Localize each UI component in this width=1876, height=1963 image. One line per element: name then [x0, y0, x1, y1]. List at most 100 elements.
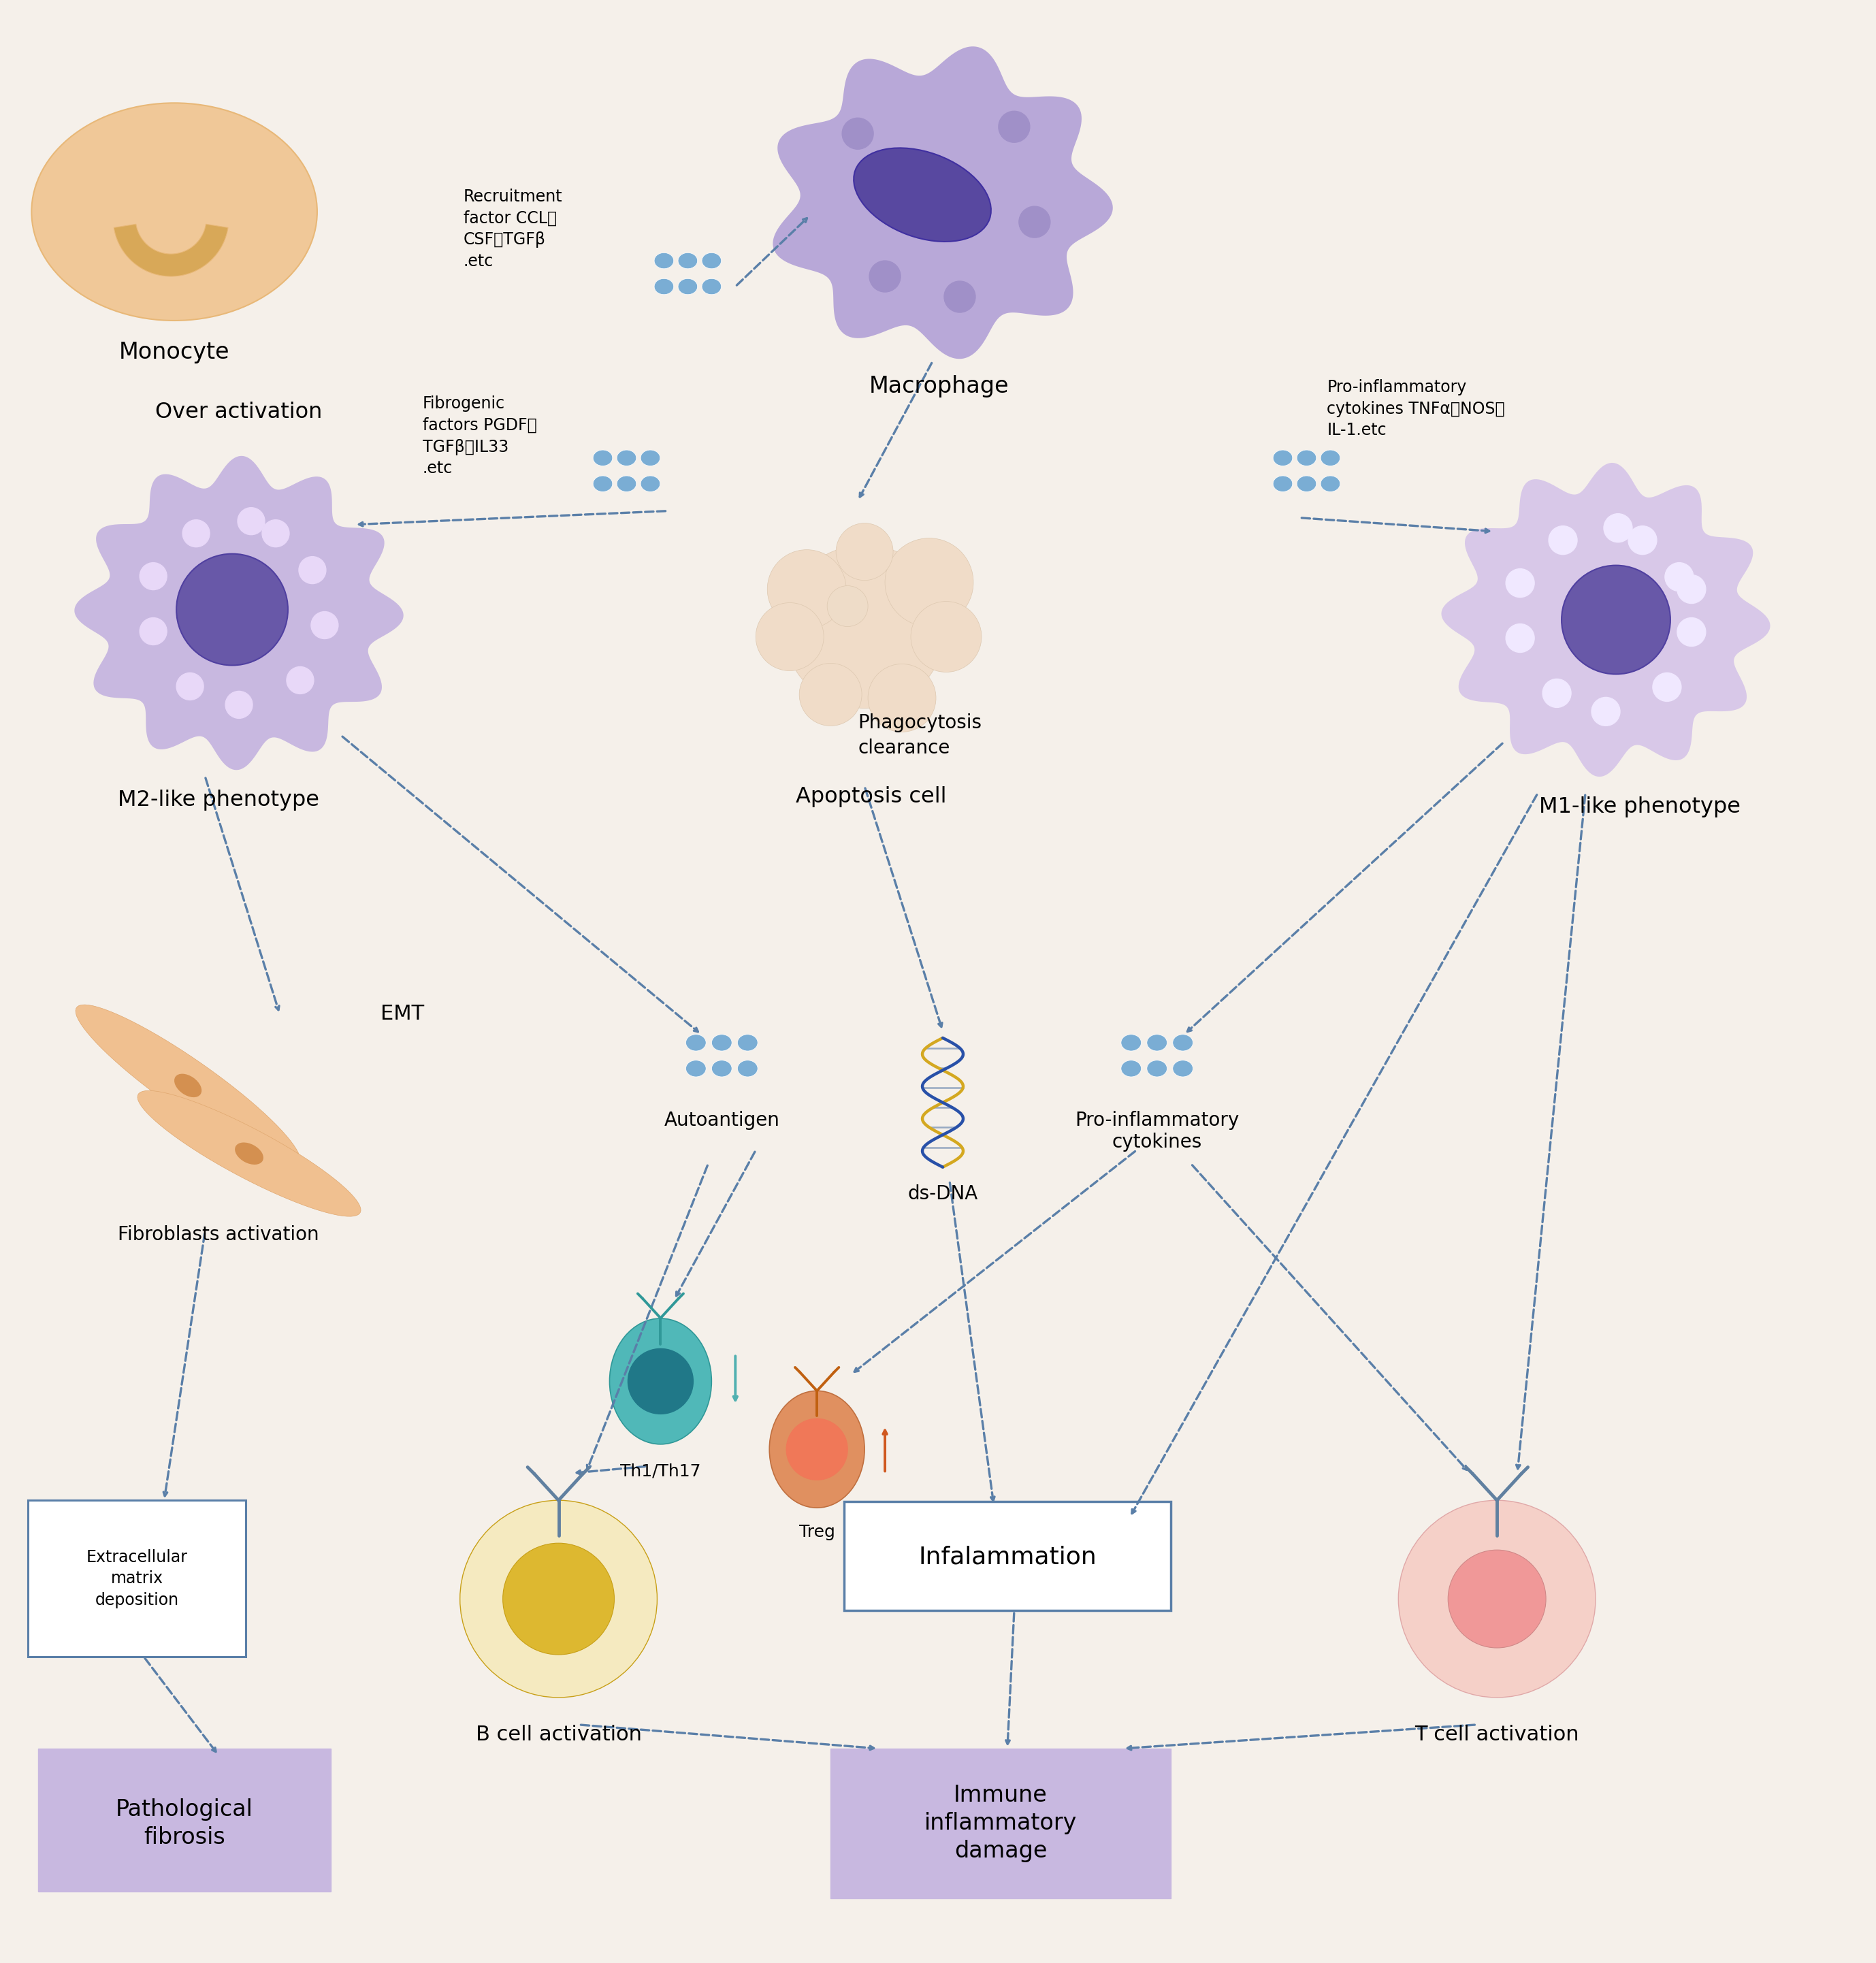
Circle shape: [837, 524, 893, 581]
Ellipse shape: [593, 475, 612, 491]
Text: Recruitment
factor CCL、
CSF、TGFβ
.etc: Recruitment factor CCL、 CSF、TGFβ .etc: [463, 188, 563, 269]
Text: M1-like phenotype: M1-like phenotype: [1538, 797, 1741, 819]
Polygon shape: [75, 1005, 300, 1166]
Ellipse shape: [711, 1060, 732, 1078]
Ellipse shape: [1172, 1060, 1193, 1078]
Circle shape: [1628, 526, 1657, 554]
Polygon shape: [1441, 463, 1771, 777]
Text: Immune
inflammatory
damage: Immune inflammatory damage: [925, 1784, 1077, 1863]
Ellipse shape: [1296, 450, 1317, 465]
Text: Fibroblasts activation: Fibroblasts activation: [118, 1225, 319, 1245]
Circle shape: [869, 261, 900, 292]
Circle shape: [139, 618, 167, 646]
FancyBboxPatch shape: [28, 1500, 246, 1657]
Circle shape: [1664, 563, 1694, 591]
Circle shape: [1542, 679, 1570, 707]
Circle shape: [311, 612, 338, 638]
Text: B cell activation: B cell activation: [475, 1725, 642, 1745]
Text: ds-DNA: ds-DNA: [908, 1184, 977, 1203]
Text: Macrophage: Macrophage: [869, 375, 1009, 397]
Ellipse shape: [1321, 475, 1339, 491]
Circle shape: [263, 520, 289, 548]
Ellipse shape: [737, 1035, 758, 1050]
Text: T cell activation: T cell activation: [1415, 1725, 1580, 1745]
Ellipse shape: [610, 1319, 711, 1445]
Circle shape: [998, 112, 1030, 143]
Circle shape: [503, 1543, 613, 1655]
Circle shape: [176, 673, 204, 701]
Text: Extracellular
matrix
deposition: Extracellular matrix deposition: [86, 1549, 188, 1608]
Ellipse shape: [854, 147, 991, 241]
Text: Phagocytosis
clearance: Phagocytosis clearance: [857, 713, 981, 758]
Ellipse shape: [174, 1074, 201, 1097]
Circle shape: [1019, 206, 1051, 238]
Circle shape: [1591, 697, 1621, 726]
Text: M2-like phenotype: M2-like phenotype: [118, 789, 319, 811]
Text: Apoptosis cell: Apoptosis cell: [795, 787, 947, 807]
Circle shape: [176, 554, 287, 665]
Circle shape: [1448, 1551, 1546, 1647]
FancyBboxPatch shape: [38, 1749, 330, 1890]
Circle shape: [912, 601, 981, 671]
Ellipse shape: [711, 1035, 732, 1050]
Circle shape: [1506, 624, 1535, 652]
Ellipse shape: [677, 279, 698, 294]
Ellipse shape: [677, 253, 698, 269]
Ellipse shape: [655, 253, 673, 269]
Circle shape: [298, 557, 326, 583]
Circle shape: [139, 563, 167, 589]
Ellipse shape: [1146, 1060, 1167, 1078]
Ellipse shape: [737, 1060, 758, 1078]
Text: Pro-inflammatory
cytokines: Pro-inflammatory cytokines: [1075, 1111, 1238, 1152]
Circle shape: [827, 585, 869, 626]
Ellipse shape: [1146, 1035, 1167, 1050]
Circle shape: [767, 550, 846, 628]
Ellipse shape: [617, 450, 636, 465]
Polygon shape: [773, 47, 1112, 359]
Ellipse shape: [1274, 450, 1293, 465]
Polygon shape: [114, 224, 229, 277]
Ellipse shape: [640, 475, 660, 491]
Ellipse shape: [593, 450, 612, 465]
Circle shape: [1550, 526, 1578, 554]
Ellipse shape: [769, 1392, 865, 1508]
Text: Treg: Treg: [799, 1523, 835, 1541]
Circle shape: [1398, 1500, 1596, 1698]
Ellipse shape: [1122, 1060, 1141, 1078]
Polygon shape: [137, 1091, 360, 1217]
Circle shape: [238, 508, 265, 534]
Text: Th1/Th17: Th1/Th17: [621, 1462, 702, 1480]
Circle shape: [287, 667, 313, 693]
Text: EMT: EMT: [381, 1005, 424, 1025]
Circle shape: [885, 538, 974, 626]
Circle shape: [182, 520, 210, 548]
Text: Over activation: Over activation: [156, 402, 323, 422]
Ellipse shape: [1122, 1035, 1141, 1050]
Text: Infalammation: Infalammation: [917, 1545, 1096, 1568]
Ellipse shape: [655, 279, 673, 294]
Circle shape: [1604, 514, 1632, 542]
Text: Monocyte: Monocyte: [118, 342, 229, 363]
FancyBboxPatch shape: [831, 1749, 1171, 1898]
Circle shape: [1677, 618, 1705, 646]
Polygon shape: [75, 455, 403, 769]
Ellipse shape: [640, 450, 660, 465]
Ellipse shape: [617, 475, 636, 491]
FancyBboxPatch shape: [844, 1502, 1171, 1610]
Ellipse shape: [687, 1035, 705, 1050]
Ellipse shape: [687, 1060, 705, 1078]
Circle shape: [869, 663, 936, 732]
Circle shape: [944, 281, 976, 312]
Ellipse shape: [234, 1142, 263, 1164]
Ellipse shape: [32, 102, 317, 320]
Circle shape: [1561, 565, 1670, 673]
Circle shape: [225, 691, 253, 718]
Ellipse shape: [702, 279, 720, 294]
Text: Pathological
fibrosis: Pathological fibrosis: [116, 1798, 253, 1849]
Circle shape: [842, 118, 874, 149]
Circle shape: [799, 663, 861, 726]
Text: Pro-inflammatory
cytokines TNFα、NOS、
IL-1.etc: Pro-inflammatory cytokines TNFα、NOS、 IL-…: [1326, 379, 1505, 438]
Circle shape: [1506, 569, 1535, 597]
Ellipse shape: [1274, 475, 1293, 491]
Circle shape: [1653, 673, 1681, 701]
